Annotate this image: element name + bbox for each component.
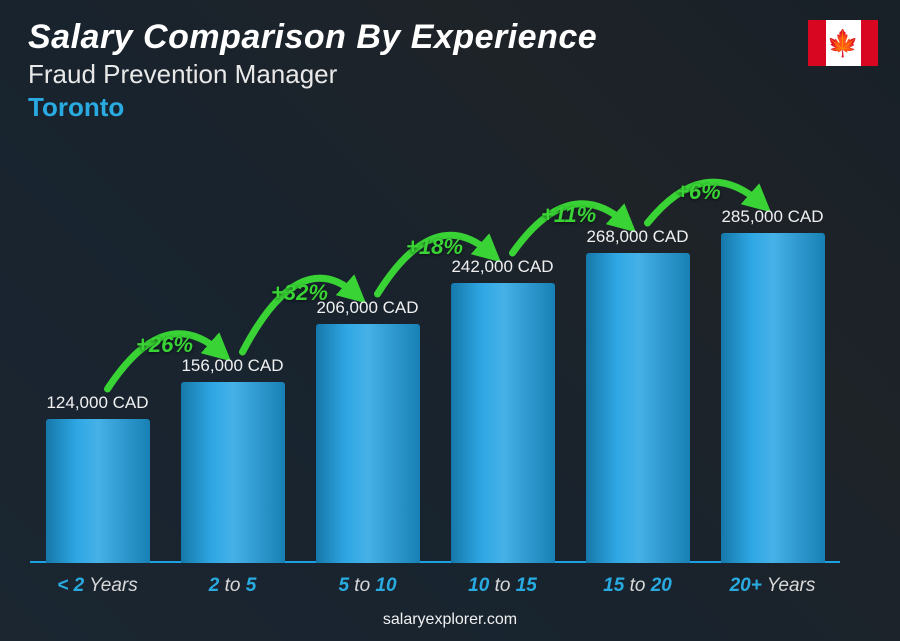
bar [46,419,150,563]
flag-band-left [808,20,826,66]
bar [181,382,285,563]
x-axis-label: 5 to 10 [308,575,428,597]
bar-value-label: 242,000 CAD [451,257,553,277]
bar [451,283,555,563]
bar-value-label: 268,000 CAD [586,227,688,247]
bar-value-label: 285,000 CAD [721,207,823,227]
footer-source: salaryexplorer.com [0,611,900,629]
chart-title: Salary Comparison By Experience [28,18,597,57]
x-axis-labels: < 2 Years 2 to 5 5 to 10 10 to 15 15 to 20 20… [30,575,840,597]
header: Salary Comparison By Experience Fraud Pr… [28,18,597,123]
x-axis-label: 2 to 5 [173,575,293,597]
increase-label: +32% [271,280,328,306]
x-axis-label: < 2 Years [38,575,158,597]
maple-leaf-icon: 🍁 [827,30,859,56]
x-axis-label: 15 to 20 [578,575,698,597]
bar-slot: 156,000 CAD [173,356,293,563]
flag-band-right [861,20,879,66]
x-axis-label: 10 to 15 [443,575,563,597]
increase-label: +11% [541,202,596,228]
increase-label: +18% [406,234,463,260]
bar [586,253,690,563]
bar [316,324,420,563]
bar-slot: 124,000 CAD [38,393,158,563]
increase-label: +6% [676,179,721,205]
bar-chart: 124,000 CAD 156,000 CAD 206,000 CAD 242,000… [30,140,840,563]
chart-location: Toronto [28,92,597,123]
bar-value-label: 206,000 CAD [316,298,418,318]
bar-slot: 242,000 CAD [443,257,563,563]
canada-flag-icon: 🍁 [808,20,878,66]
bar [721,233,825,563]
chart-subtitle: Fraud Prevention Manager [28,59,597,90]
increase-label: +26% [136,332,193,358]
flag-center: 🍁 [826,20,861,66]
bar-slot: 268,000 CAD [578,227,698,563]
x-axis-label: 20+ Years [713,575,833,597]
bar-slot: 206,000 CAD [308,298,428,563]
bar-value-label: 156,000 CAD [181,356,283,376]
bar-value-label: 124,000 CAD [46,393,148,413]
bar-slot: 285,000 CAD [713,207,833,563]
